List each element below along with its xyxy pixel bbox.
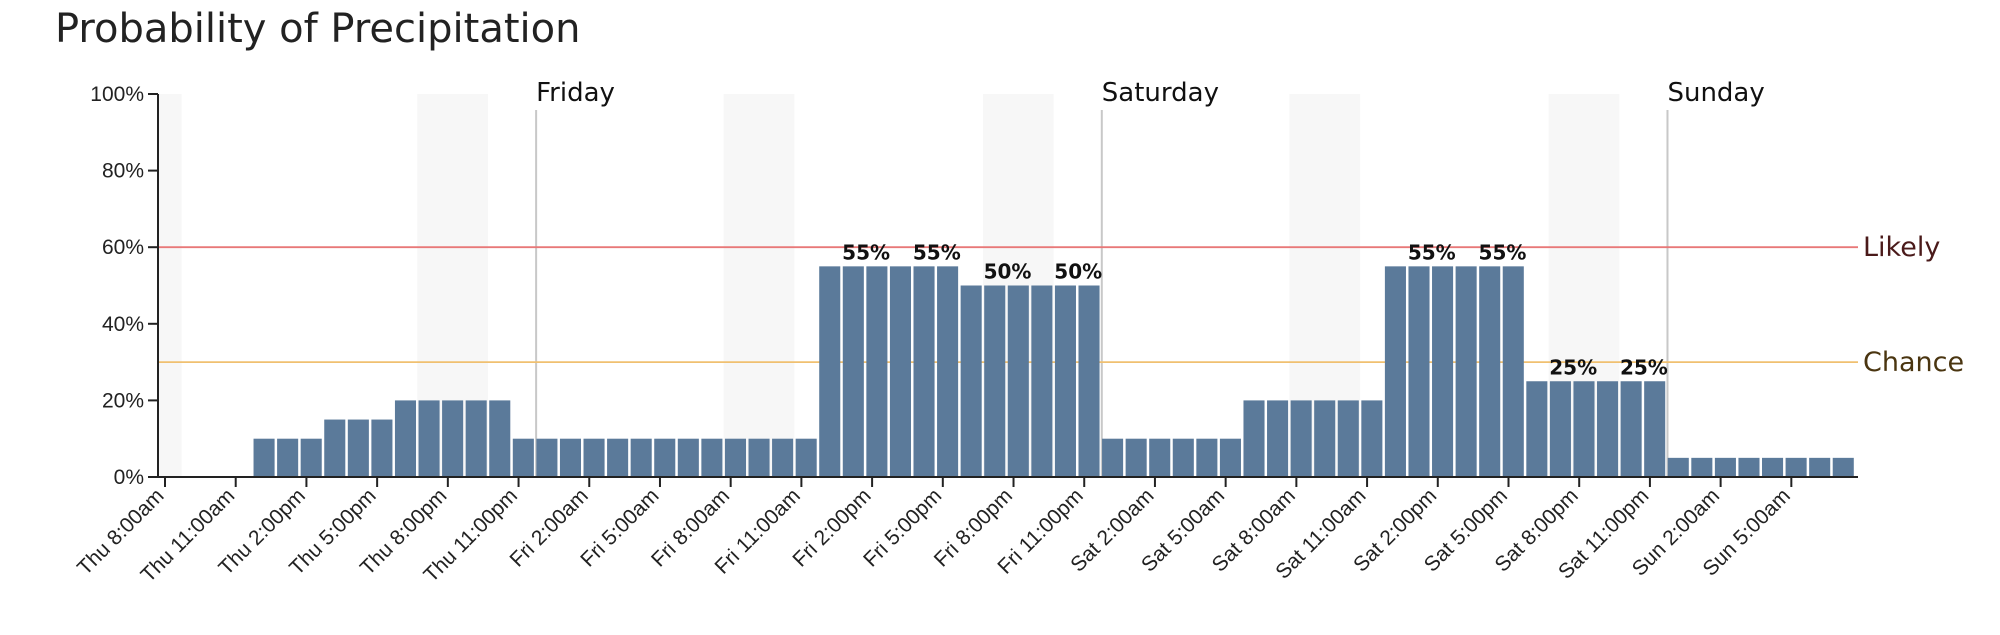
bar — [819, 266, 841, 477]
bar — [1243, 400, 1265, 477]
bar — [559, 438, 582, 477]
bar — [1054, 285, 1076, 477]
bar — [1549, 381, 1571, 477]
bar — [1196, 438, 1218, 477]
threshold-label: Likely — [1863, 232, 1940, 263]
bar — [1408, 266, 1430, 477]
y-tick-label: 60% — [102, 236, 144, 259]
bar — [1172, 438, 1194, 477]
bar — [1785, 457, 1807, 477]
data-label: 25% — [1549, 355, 1597, 379]
data-label: 50% — [984, 260, 1032, 284]
bar — [1314, 400, 1336, 477]
bar — [1219, 438, 1241, 477]
bar — [701, 438, 723, 477]
chart-title: Probability of Precipitation — [55, 6, 581, 52]
bar — [1384, 266, 1406, 477]
data-label: 55% — [1408, 240, 1456, 264]
y-tick-label: 0% — [114, 466, 144, 489]
bar — [277, 438, 299, 477]
bar — [1691, 457, 1713, 477]
bar — [489, 400, 511, 477]
bar — [1644, 381, 1666, 477]
bar — [960, 285, 982, 477]
bar — [583, 438, 605, 477]
data-label: 25% — [1620, 355, 1668, 379]
y-tick-label: 100% — [90, 83, 144, 106]
bar — [1361, 400, 1383, 477]
bar — [1502, 266, 1524, 477]
bars — [253, 266, 1854, 477]
bar — [1479, 266, 1501, 477]
bar — [630, 438, 652, 477]
bar — [1432, 266, 1454, 477]
bar — [889, 266, 911, 477]
threshold-label: Chance — [1863, 347, 1964, 378]
bar — [1667, 457, 1689, 477]
bar — [1809, 457, 1831, 477]
bar — [1573, 381, 1595, 477]
night-band — [158, 94, 182, 477]
bar — [324, 419, 346, 477]
data-label: 55% — [913, 240, 961, 264]
bar — [748, 438, 770, 477]
bar — [1267, 400, 1289, 477]
bar — [1031, 285, 1053, 477]
bar — [1007, 285, 1029, 477]
data-label: 50% — [1054, 260, 1102, 284]
data-label: 55% — [842, 240, 890, 264]
bar — [937, 266, 959, 477]
bar — [536, 438, 558, 477]
bar — [913, 266, 935, 477]
bar — [1078, 285, 1100, 477]
bar — [1738, 457, 1760, 477]
bar — [253, 438, 275, 477]
day-markers: Friday Saturday Sunday — [535, 78, 1765, 477]
bar — [1762, 457, 1784, 477]
bar — [677, 438, 699, 477]
bar — [866, 266, 888, 477]
data-label: 55% — [1479, 240, 1527, 264]
bar — [418, 400, 440, 477]
day-label: Sunday — [1667, 78, 1764, 108]
bar — [1620, 381, 1642, 477]
bar — [300, 438, 322, 477]
bar — [654, 438, 676, 477]
bar — [1597, 381, 1619, 477]
bar — [1290, 400, 1312, 477]
bar — [842, 266, 864, 477]
bar — [394, 400, 417, 477]
bar — [1337, 400, 1359, 477]
bar — [442, 400, 464, 477]
bar — [607, 438, 629, 477]
bar — [1832, 457, 1854, 477]
y-tick-label: 40% — [102, 313, 144, 336]
bar — [1102, 438, 1124, 477]
bar — [1455, 266, 1477, 477]
day-label: Friday — [536, 78, 615, 108]
y-tick-label: 80% — [102, 160, 144, 183]
bar — [772, 438, 794, 477]
bar — [512, 438, 534, 477]
bar — [347, 419, 369, 477]
night-band — [723, 94, 795, 477]
bar — [1526, 381, 1548, 477]
day-label: Saturday — [1102, 78, 1219, 108]
bar — [465, 400, 487, 477]
bar — [1149, 438, 1171, 477]
bar — [371, 419, 393, 477]
bar — [724, 438, 746, 477]
bar — [984, 285, 1006, 477]
bar — [795, 438, 817, 477]
data-labels: 55% 55% 50% 50% 55% 55% 25% 25% — [842, 240, 1668, 379]
bar — [1714, 457, 1736, 477]
y-tick-label: 20% — [102, 389, 144, 412]
bar — [1125, 438, 1147, 477]
